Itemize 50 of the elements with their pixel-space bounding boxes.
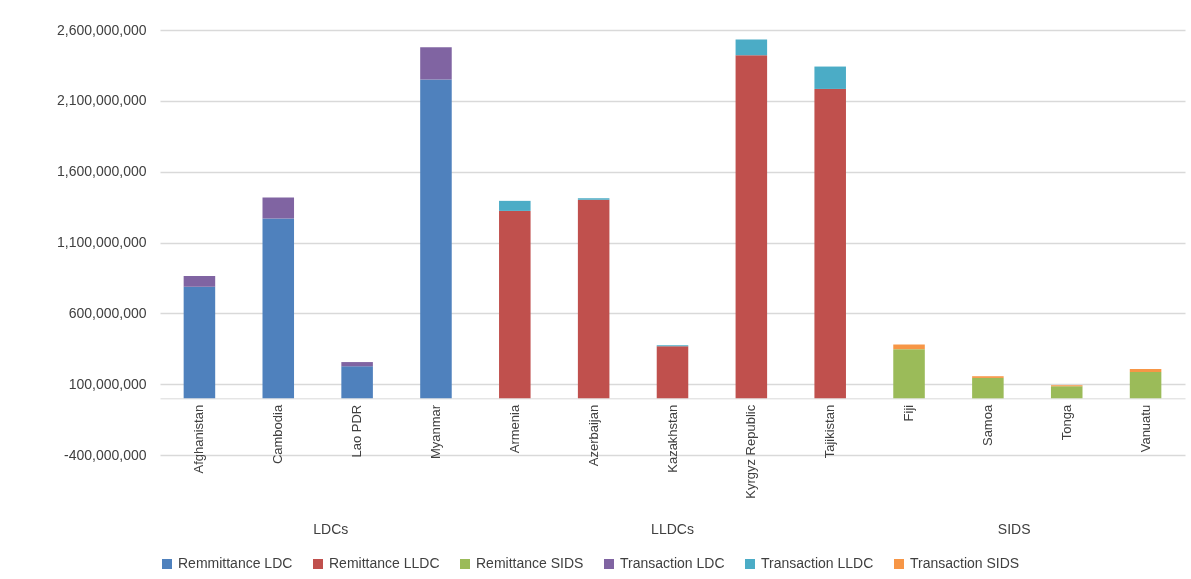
text: LLDCs [651,521,694,537]
bar [1129,369,1162,372]
legend-label: Transaction LLDC [761,555,874,571]
y-tick-label: 2,100,000,000 [56,92,147,109]
x-tick-label: Myanmar [427,404,443,460]
x-tick-label: Kazakhstan [664,404,680,473]
x-tick-label: Fiji [901,404,917,422]
bar [262,197,295,219]
x-tick-label: Armenia [506,404,522,454]
legend-label: Remittance SIDS [476,555,584,571]
bar [341,366,373,399]
bar [341,362,373,367]
x-tick-label: Vanuatu [1137,404,1153,453]
x-tick-label: Tajikistan [822,404,838,459]
legend-label: Transaction LDC [620,555,725,571]
text: SIDS [997,521,1031,537]
bar [183,286,216,399]
x-tick-label: Tonga [1058,404,1074,441]
bar [735,55,768,399]
bar [183,276,216,287]
bar [420,79,452,399]
y-tick-label: 100,000,000 [68,375,147,392]
legend-label: Remmittance LDC [178,555,293,571]
y-tick-label: -400,000,000 [63,446,147,463]
bar [972,377,1004,399]
bar [499,210,531,399]
x-tick-label: Kyrgyz Republic [743,404,759,499]
y-tick-label: 2,600,000,000 [56,21,147,38]
bar [814,66,846,89]
legend-label: Remittance LLDC [329,555,440,571]
bar [814,88,846,399]
y-tick-label: 600,000,000 [68,304,147,321]
text: LDCs [313,521,349,537]
bar [420,47,452,80]
y-tick-label: 1,100,000,000 [56,234,147,250]
bar [262,218,295,399]
bar [499,200,531,211]
bar [735,39,768,56]
bar [1129,371,1162,399]
bar [577,199,610,399]
x-tick-label: Samoa [979,404,995,447]
bar [656,346,689,399]
bar [1050,386,1083,399]
bar [893,349,925,399]
y-tick-label: 1,600,000,000 [56,163,147,180]
x-tick-label: Afghanistan [191,404,207,474]
x-tick-label: Lao PDR [349,404,365,458]
x-tick-label: Azerbaijan [585,404,601,467]
legend-label: Transaction SIDS [910,555,1020,571]
x-tick-label: Cambodia [270,404,286,465]
